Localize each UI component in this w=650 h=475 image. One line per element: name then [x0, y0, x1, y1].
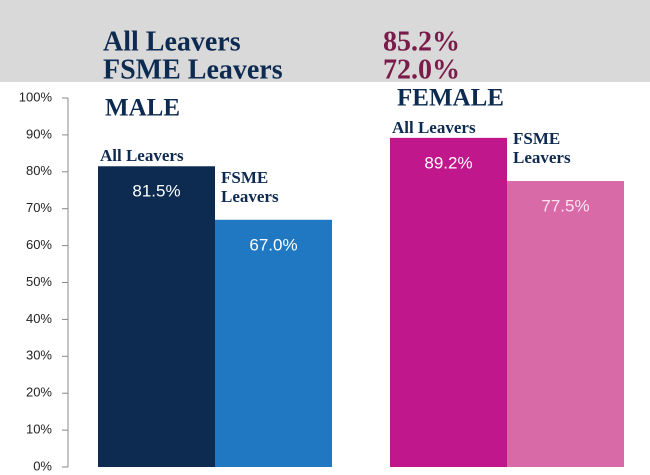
series-label: All Leavers — [392, 117, 476, 137]
category-label: MALE — [105, 95, 180, 122]
y-tick-label: 50% — [26, 274, 52, 289]
bar — [98, 166, 215, 467]
y-tick-label: 60% — [26, 237, 52, 252]
y-tick-label: 90% — [26, 126, 52, 141]
value-label: 67.0% — [249, 235, 297, 254]
y-tick-label: 70% — [26, 200, 52, 215]
bar — [507, 181, 624, 467]
series-label: FSME Leavers — [513, 129, 571, 168]
category-label: FEMALE — [397, 85, 504, 112]
y-tick-label: 20% — [26, 385, 52, 400]
header-label: All Leavers — [103, 26, 241, 57]
header-label: FSME Leavers — [103, 54, 283, 85]
header-value: 72.0% — [383, 54, 460, 85]
y-tick-label: 80% — [26, 163, 52, 178]
value-label: 77.5% — [541, 197, 589, 216]
series-label: All Leavers — [100, 146, 184, 166]
series-label: FSME Leavers — [221, 167, 279, 206]
header-value: 85.2% — [383, 26, 460, 57]
bar — [390, 137, 507, 468]
y-tick-label: 10% — [26, 422, 52, 437]
y-tick-label: 0% — [33, 458, 52, 473]
header-band — [0, 0, 650, 82]
y-tick-label: 100% — [19, 89, 53, 104]
value-label: 81.5% — [132, 182, 180, 201]
value-label: 89.2% — [424, 153, 472, 172]
y-tick-label: 40% — [26, 311, 52, 326]
y-tick-label: 30% — [26, 348, 52, 363]
bar — [215, 219, 332, 467]
